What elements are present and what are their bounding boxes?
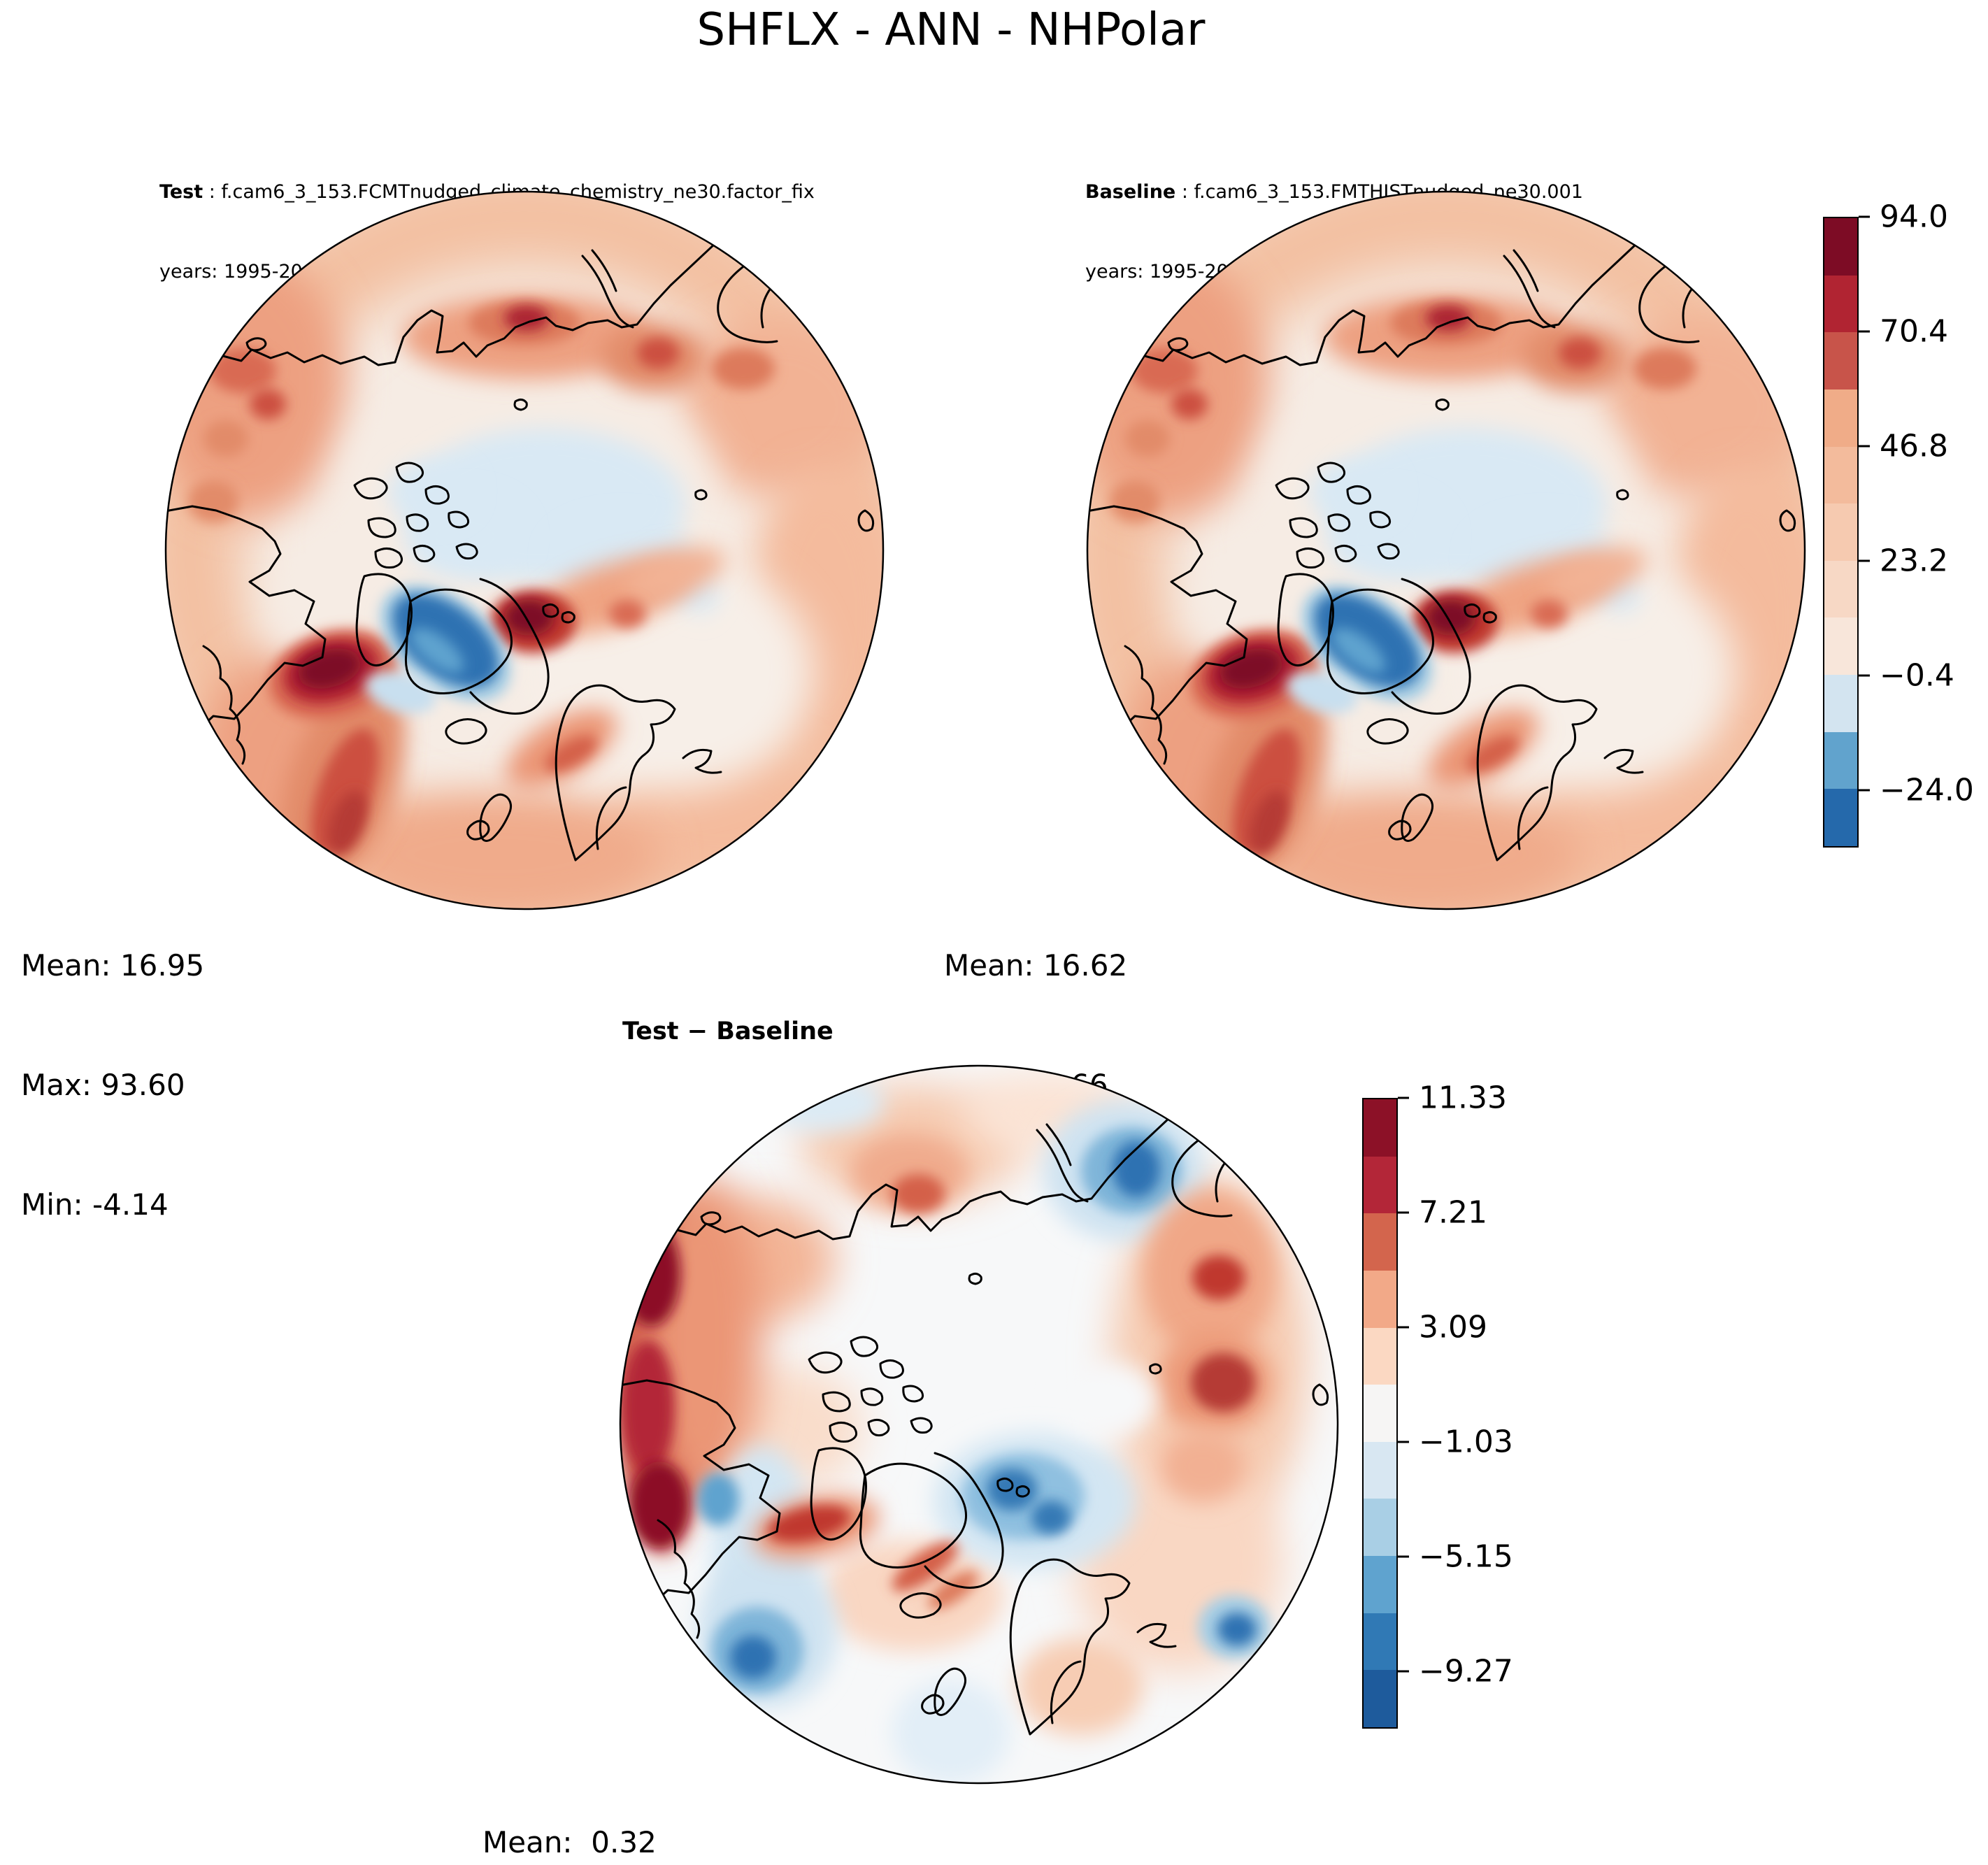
test-stats: Mean: 16.95 Max: 93.60 Min: -4.14 [21, 866, 204, 1304]
map-outline [164, 190, 885, 910]
colorbar-segment [1364, 1156, 1396, 1214]
colorbar-tick-label: 11.33 [1419, 1080, 1507, 1116]
colorbar-tick-label: −24.0 [1880, 772, 1974, 808]
diff-colorbar-body [1362, 1098, 1398, 1729]
page-title: SHFLX - ANN - NHPolar [696, 4, 1206, 56]
colorbar-segment [1364, 1327, 1396, 1385]
baseline-label: Baseline [1085, 181, 1176, 203]
colorbar-tick [1859, 674, 1870, 677]
test-label: Test [159, 181, 203, 203]
colorbar-segment [1364, 1556, 1396, 1613]
colorbar-tick-label: 23.2 [1880, 543, 1948, 579]
colorbar-tick [1398, 1441, 1409, 1443]
colorbar-segment [1364, 1385, 1396, 1442]
colorbar-segment [1824, 389, 1857, 447]
colorbar-tick [1398, 1096, 1409, 1099]
colorbar-tick [1398, 1670, 1409, 1673]
map-outline [1086, 190, 1806, 910]
diff-panel-title: Test − Baseline [622, 1017, 834, 1045]
colorbar-tick [1859, 215, 1870, 218]
colorbar-segment [1824, 503, 1857, 561]
colorbar-segment [1364, 1613, 1396, 1671]
baseline-map [1086, 190, 1806, 910]
colorbar-segment [1824, 731, 1857, 789]
colorbar-segment [1364, 1099, 1396, 1157]
test-separator: : [203, 181, 222, 203]
test-stat-min: Min: -4.14 [21, 1187, 169, 1222]
diff-stat-mean: Mean: 0.32 [482, 1825, 657, 1859]
colorbar-tick-label: −5.15 [1419, 1538, 1513, 1575]
diff-colorbar: 11.33 7.21 3.09 −1.03 −5.15 −9.27 [1362, 1080, 1513, 1729]
colorbar-tick-label: 7.21 [1419, 1194, 1487, 1231]
colorbar-tick-label: 3.09 [1419, 1309, 1487, 1345]
colorbar-segment [1364, 1441, 1396, 1499]
colorbar-tick-label: 46.8 [1880, 428, 1948, 464]
colorbar-segment [1824, 218, 1857, 276]
colorbar-segment [1824, 675, 1857, 732]
colorbar-segment [1364, 1670, 1396, 1728]
colorbar-tick-label: 94.0 [1880, 199, 1948, 235]
colorbar-segment [1824, 789, 1857, 847]
colorbar-tick [1859, 559, 1870, 562]
colorbar-tick-label: −9.27 [1419, 1653, 1513, 1689]
diff-map [619, 1064, 1339, 1785]
colorbar-segment [1824, 332, 1857, 390]
colorbar-tick [1398, 1326, 1409, 1329]
colorbar-segment [1824, 446, 1857, 504]
test-stat-mean: Mean: 16.95 [21, 948, 205, 982]
colorbar-tick [1398, 1211, 1409, 1214]
colorbar-segment [1824, 617, 1857, 676]
test-map [164, 190, 885, 910]
diff-stats: Mean: 0.32 Max: 9.01 Min: -10.05 [482, 1743, 657, 1865]
colorbar-segment [1364, 1270, 1396, 1328]
colorbar-tick-label: 70.4 [1880, 313, 1948, 350]
colorbar-tick-label: −1.03 [1419, 1424, 1513, 1460]
colorbar-tick [1859, 789, 1870, 792]
main-colorbar-body [1823, 217, 1859, 848]
colorbar-tick [1859, 330, 1870, 333]
colorbar-segment [1364, 1499, 1396, 1557]
baseline-stat-mean: Mean: 16.62 [944, 948, 1128, 982]
colorbar-segment [1824, 560, 1857, 618]
colorbar-segment [1824, 275, 1857, 333]
baseline-separator: : [1175, 181, 1194, 203]
map-outline [619, 1064, 1339, 1785]
colorbar-tick [1859, 445, 1870, 448]
colorbar-tick-label: −0.4 [1880, 657, 1954, 694]
test-stat-max: Max: 93.60 [21, 1068, 185, 1102]
colorbar-tick [1398, 1555, 1409, 1558]
main-colorbar: 94.0 70.4 46.8 23.2 −0.4 −24.0 [1823, 199, 1974, 848]
colorbar-segment [1364, 1213, 1396, 1271]
